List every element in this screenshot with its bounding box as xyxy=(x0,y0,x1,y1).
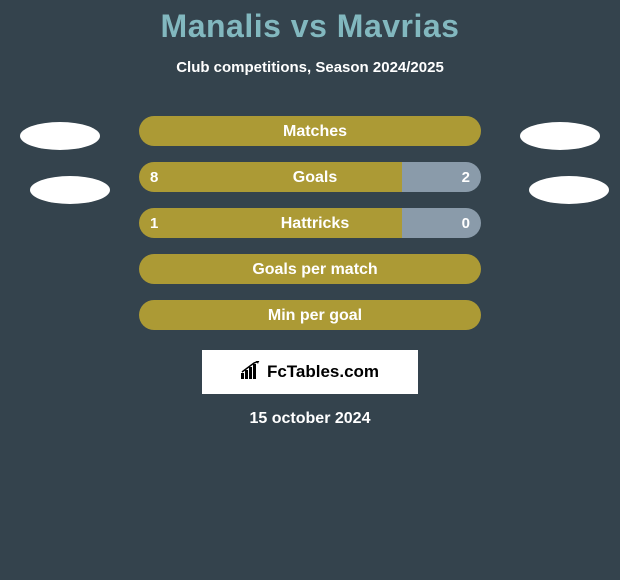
bar-track xyxy=(139,116,481,146)
stat-row-goals-per-match: Goals per match xyxy=(0,254,620,284)
stat-row-min-per-goal: Min per goal xyxy=(0,300,620,330)
stat-row-goals: 8 Goals 2 xyxy=(0,162,620,192)
page-title: Manalis vs Mavrias xyxy=(0,0,620,45)
logo-text: FcTables.com xyxy=(267,362,379,382)
logo-box: FcTables.com xyxy=(202,350,418,394)
bar-right xyxy=(402,162,481,192)
logo: FcTables.com xyxy=(241,361,379,384)
bar-left xyxy=(139,208,402,238)
page-subtitle: Club competitions, Season 2024/2025 xyxy=(0,59,620,76)
bar-left xyxy=(139,254,481,284)
bar-right xyxy=(402,208,481,238)
stat-row-matches: Matches xyxy=(0,116,620,146)
bar-track xyxy=(139,300,481,330)
bar-left xyxy=(139,300,481,330)
date-label: 15 october 2024 xyxy=(0,410,620,428)
bar-track xyxy=(139,208,481,238)
stat-row-hattricks: 1 Hattricks 0 xyxy=(0,208,620,238)
bar-track xyxy=(139,162,481,192)
comparison-chart: Matches 8 Goals 2 1 Hattricks 0 Goals pe… xyxy=(0,116,620,330)
chart-icon xyxy=(241,361,263,384)
bar-track xyxy=(139,254,481,284)
bar-left xyxy=(139,116,481,146)
bar-left xyxy=(139,162,402,192)
